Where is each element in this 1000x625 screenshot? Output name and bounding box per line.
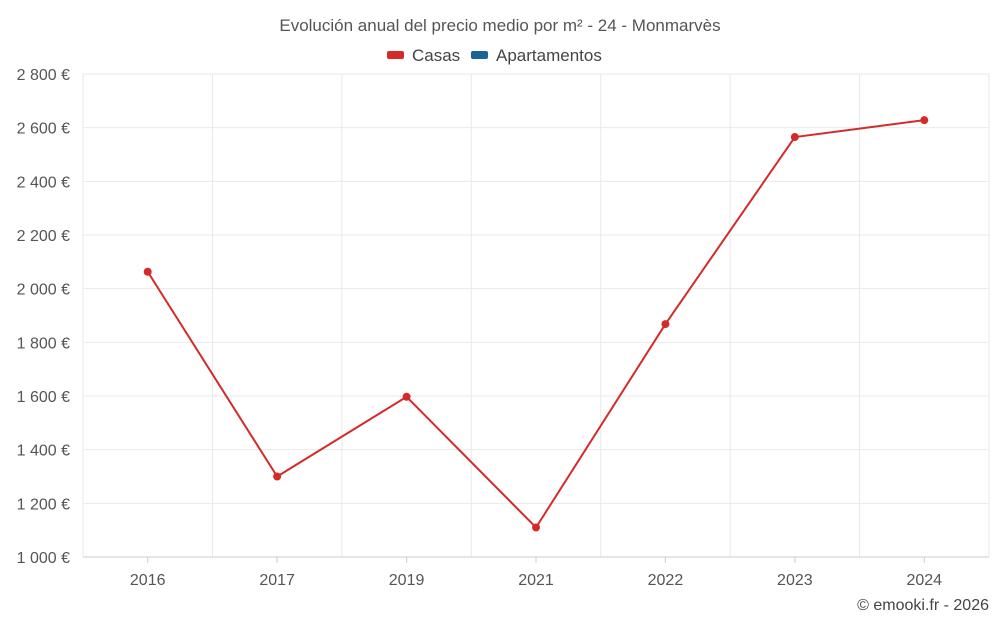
x-tick-label: 2024 bbox=[906, 572, 942, 589]
x-tick-label: 2019 bbox=[389, 572, 425, 589]
x-tick-label: 2022 bbox=[648, 572, 684, 589]
legend-swatch-apartamentos bbox=[471, 51, 488, 59]
y-tick-label: 1 600 € bbox=[17, 389, 70, 406]
y-tick-label: 2 200 € bbox=[17, 228, 70, 245]
credit-text: © emooki.fr - 2026 bbox=[857, 597, 989, 614]
legend-item-apartamentos[interactable]: Apartamentos bbox=[471, 46, 602, 65]
y-tick-label: 2 000 € bbox=[17, 282, 70, 299]
data-point[interactable] bbox=[790, 133, 799, 142]
x-tick-label: 2016 bbox=[130, 572, 166, 589]
grid bbox=[82, 73, 990, 558]
data-point[interactable] bbox=[661, 320, 670, 329]
x-tick-label: 2021 bbox=[518, 572, 554, 589]
y-tick-label: 2 800 € bbox=[17, 67, 70, 84]
x-tick-label: 2017 bbox=[259, 572, 295, 589]
y-axis: 2 800 € 2 600 € 2 400 € 2 200 € 2 000 € 1 800… bbox=[17, 67, 70, 567]
y-tick-label: 1 200 € bbox=[17, 496, 70, 513]
chart-title: Evolución anual del precio medio por m² … bbox=[279, 16, 720, 35]
y-tick-label: 1 800 € bbox=[17, 335, 70, 352]
legend-label-apartamentos: Apartamentos bbox=[496, 46, 602, 65]
y-tick-label: 2 600 € bbox=[17, 121, 70, 138]
legend-label-casas: Casas bbox=[412, 46, 460, 65]
data-point[interactable] bbox=[920, 116, 929, 125]
data-point[interactable] bbox=[402, 392, 411, 401]
y-tick-label: 1 400 € bbox=[17, 443, 70, 460]
y-tick-label: 2 400 € bbox=[17, 174, 70, 191]
legend-swatch-casas bbox=[387, 51, 404, 59]
plot-area bbox=[143, 116, 929, 532]
x-axis: 2016 2017 2019 2021 2022 2023 2024 bbox=[83, 556, 989, 589]
data-point[interactable] bbox=[273, 472, 282, 481]
x-tick-label: 2023 bbox=[777, 572, 813, 589]
data-point[interactable] bbox=[532, 523, 540, 532]
data-point[interactable] bbox=[143, 267, 152, 276]
y-tick-label: 1 000 € bbox=[17, 550, 70, 567]
legend-item-casas[interactable]: Casas bbox=[387, 46, 460, 65]
legend: Casas Apartamentos bbox=[387, 46, 602, 65]
